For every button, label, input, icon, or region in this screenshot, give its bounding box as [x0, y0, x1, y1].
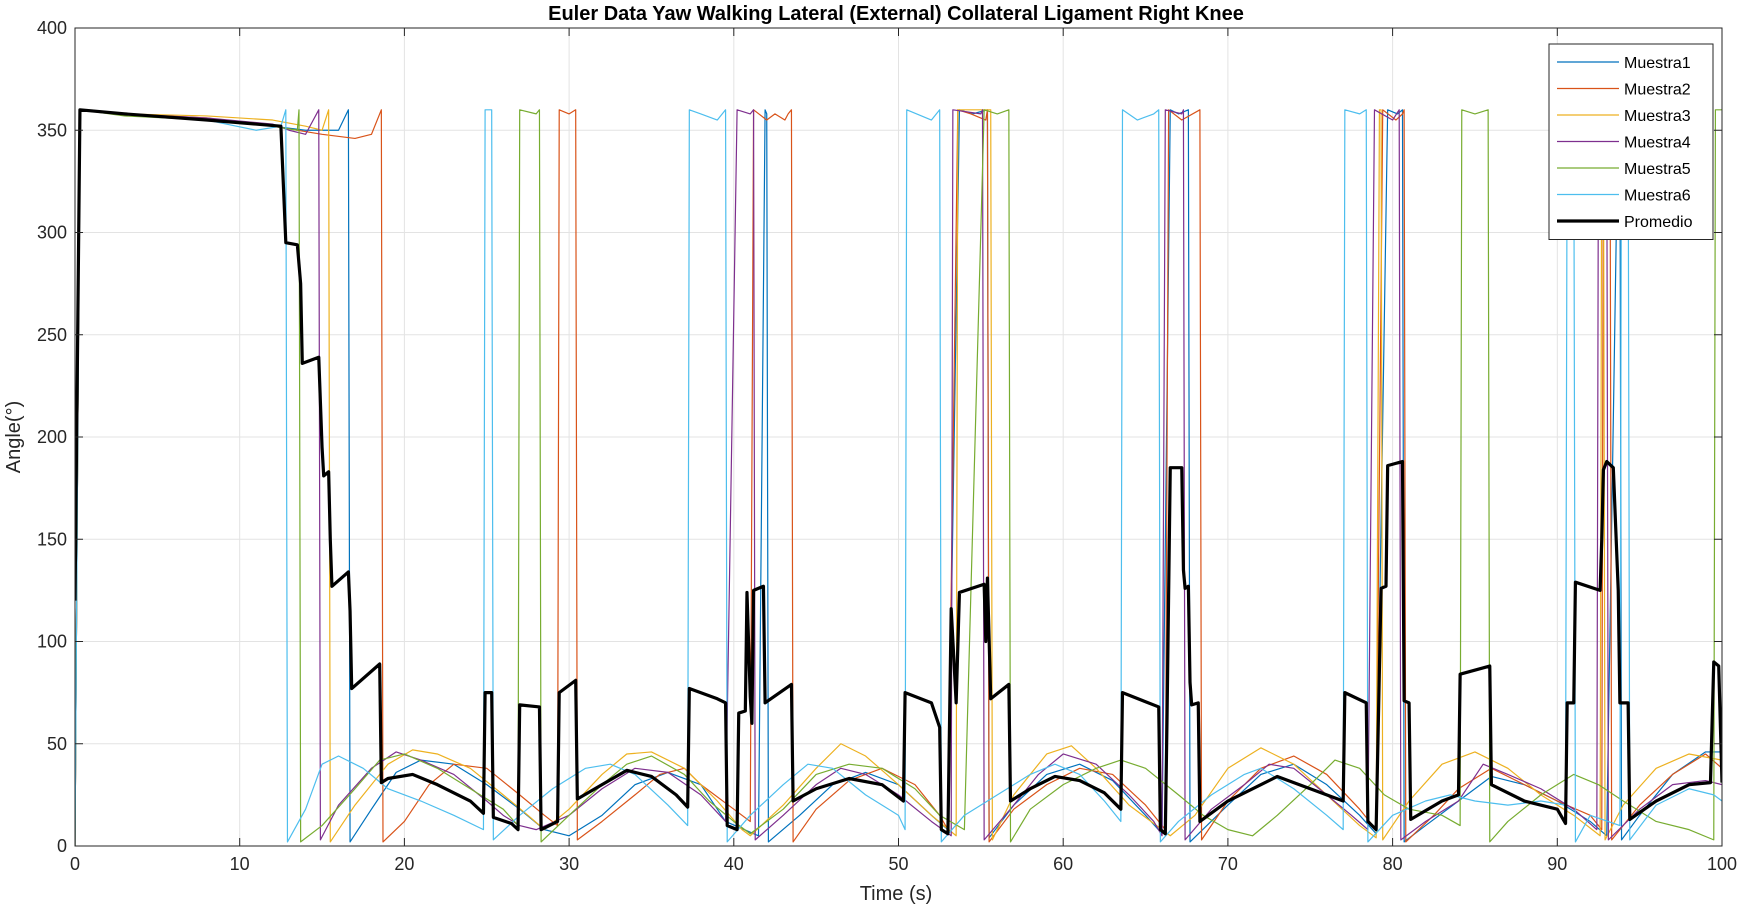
- y-tick-label: 50: [47, 734, 67, 754]
- x-tick-label: 20: [394, 854, 414, 874]
- legend-entry-label: Muestra4: [1624, 135, 1691, 152]
- series-lines: [75, 108, 1722, 846]
- series-line-muestra4: [75, 109, 1722, 846]
- x-tick-label: 0: [70, 854, 80, 874]
- legend-entry-label: Muestra5: [1624, 161, 1691, 178]
- legend: Muestra1 Muestra2 Muestra3 Muestra4 Muestra5…: [1548, 43, 1714, 240]
- x-tick-label: 50: [888, 854, 908, 874]
- legend-entry-label: Promedio: [1624, 214, 1693, 231]
- y-axis-label: Angle(°): [3, 401, 25, 473]
- y-tick-label: 200: [37, 427, 67, 447]
- series-line-muestra5: [75, 109, 1722, 846]
- x-tick-label: 40: [724, 854, 744, 874]
- x-tick-label: 60: [1053, 854, 1073, 874]
- y-tick-label: 350: [37, 120, 67, 140]
- series-line-promedio: [75, 108, 1722, 836]
- x-tick-label: 80: [1383, 854, 1403, 874]
- series-line-muestra3: [75, 109, 1722, 846]
- x-tick-label: 10: [230, 854, 250, 874]
- x-tick-label: 90: [1547, 854, 1567, 874]
- chart-title: Euler Data Yaw Walking Lateral (External…: [548, 3, 1244, 25]
- legend-entry-label: Muestra2: [1624, 82, 1691, 99]
- x-tick-label: 100: [1707, 854, 1737, 874]
- x-tick-label: 70: [1218, 854, 1238, 874]
- y-tick-label: 0: [57, 836, 67, 856]
- x-tick-label: 30: [559, 854, 579, 874]
- legend-entry-label: Muestra6: [1624, 188, 1691, 205]
- y-tick-label: 400: [37, 18, 67, 38]
- y-tick-label: 100: [37, 632, 67, 652]
- y-tick-label: 300: [37, 223, 67, 243]
- series-line-muestra6: [75, 109, 1722, 846]
- legend-entry-label: Muestra1: [1624, 55, 1691, 72]
- x-axis-label: Time (s): [860, 883, 933, 905]
- y-axis-ticks: 0 50 100 150 200 250 300 350 400: [37, 18, 1722, 856]
- y-tick-label: 250: [37, 325, 67, 345]
- y-tick-label: 150: [37, 529, 67, 549]
- legend-entry-label: Muestra3: [1624, 108, 1691, 125]
- x-axis-ticks: 0 10 20 30 40 50 60 70 80 90 100: [70, 28, 1737, 874]
